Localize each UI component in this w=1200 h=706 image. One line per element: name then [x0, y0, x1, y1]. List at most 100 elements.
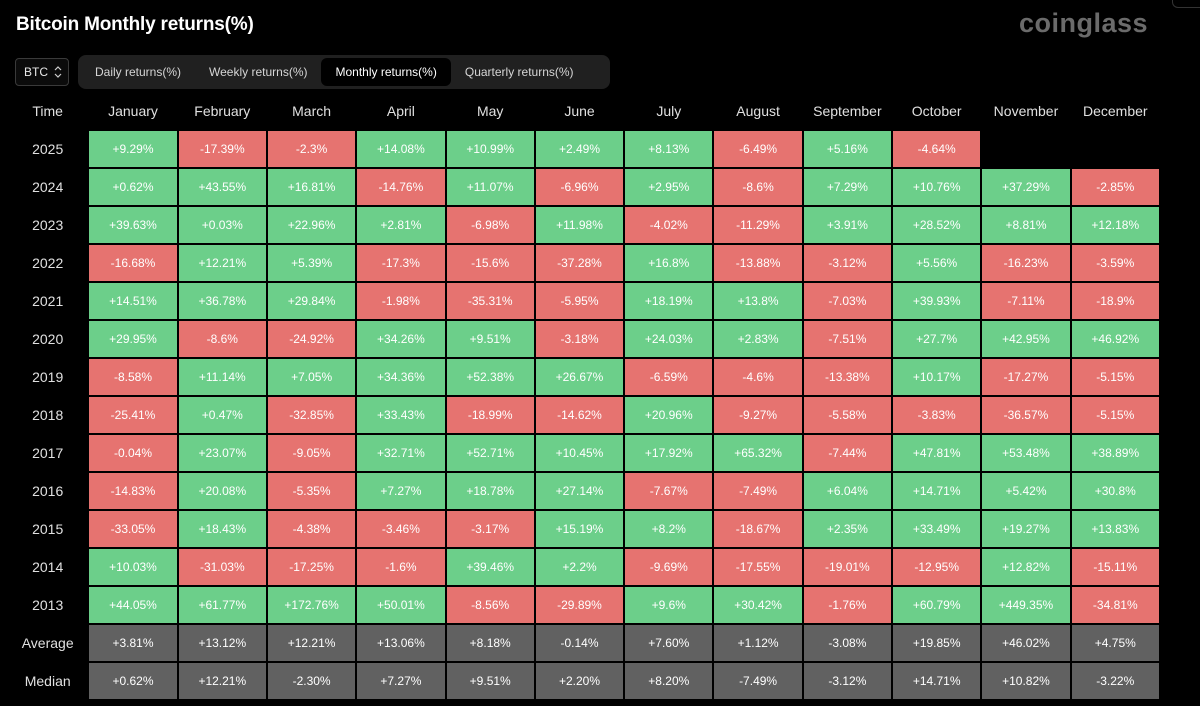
return-cell[interactable]: -7.03% — [803, 283, 892, 319]
return-cell[interactable]: -3.46% — [357, 511, 445, 547]
return-cell[interactable]: -5.95% — [535, 283, 624, 319]
return-cell[interactable]: -0.04% — [89, 435, 177, 471]
return-cell[interactable]: +18.19% — [625, 283, 713, 319]
return-cell[interactable]: +39.93% — [893, 283, 981, 319]
return-cell[interactable]: -29.89% — [535, 587, 624, 623]
return-cell[interactable]: +13.8% — [714, 283, 802, 319]
return-cell[interactable]: +8.2% — [625, 511, 713, 547]
return-cell[interactable]: -8.6% — [714, 169, 802, 205]
return-cell[interactable]: +19.27% — [982, 511, 1070, 547]
return-cell[interactable]: +5.42% — [982, 473, 1070, 509]
return-cell[interactable]: -8.6% — [178, 321, 266, 357]
return-cell[interactable]: +29.84% — [267, 283, 356, 319]
return-cell[interactable]: +12.82% — [982, 549, 1070, 585]
return-cell[interactable]: -1.6% — [357, 549, 445, 585]
return-cell[interactable]: -5.35% — [267, 473, 356, 509]
average-cell[interactable]: +13.06% — [357, 625, 445, 661]
return-cell[interactable]: +5.16% — [803, 131, 892, 167]
return-cell[interactable]: -7.44% — [803, 435, 892, 471]
return-cell[interactable]: +2.35% — [803, 511, 892, 547]
return-cell[interactable]: -6.98% — [446, 207, 534, 243]
return-cell[interactable]: +0.62% — [89, 169, 177, 205]
return-cell[interactable]: +7.05% — [267, 359, 356, 395]
return-cell[interactable]: -1.76% — [803, 587, 892, 623]
return-cell[interactable]: -15.6% — [446, 245, 534, 281]
return-cell[interactable]: -3.59% — [1071, 245, 1159, 281]
corner-tab[interactable] — [1172, 0, 1200, 8]
return-cell[interactable]: +32.71% — [357, 435, 445, 471]
return-cell[interactable]: +50.01% — [357, 587, 445, 623]
return-cell[interactable]: -3.83% — [893, 397, 981, 433]
return-cell[interactable]: +2.49% — [535, 131, 624, 167]
return-cell[interactable]: +61.77% — [178, 587, 266, 623]
return-cell[interactable]: +20.96% — [625, 397, 713, 433]
median-cell[interactable]: +12.21% — [178, 663, 266, 699]
return-cell[interactable]: +33.43% — [357, 397, 445, 433]
return-cell[interactable]: +18.43% — [178, 511, 266, 547]
tab-quarterly-returns[interactable]: Quarterly returns(%) — [464, 65, 574, 79]
return-cell[interactable]: +12.21% — [178, 245, 266, 281]
average-cell[interactable]: +1.12% — [714, 625, 802, 661]
return-cell[interactable]: +20.08% — [178, 473, 266, 509]
return-cell[interactable]: +14.08% — [357, 131, 445, 167]
return-cell[interactable]: -24.92% — [267, 321, 356, 357]
return-cell[interactable]: -18.99% — [446, 397, 534, 433]
average-cell[interactable]: +13.12% — [178, 625, 266, 661]
median-cell[interactable]: -7.49% — [714, 663, 802, 699]
return-cell[interactable]: +10.17% — [893, 359, 981, 395]
return-cell[interactable]: +27.14% — [535, 473, 624, 509]
return-cell[interactable]: +7.29% — [803, 169, 892, 205]
return-cell[interactable]: +9.29% — [89, 131, 177, 167]
return-cell[interactable]: -7.67% — [625, 473, 713, 509]
return-cell[interactable]: -3.12% — [803, 245, 892, 281]
median-cell[interactable]: -3.22% — [1071, 663, 1159, 699]
return-cell[interactable]: +0.03% — [178, 207, 266, 243]
return-cell[interactable]: -11.29% — [714, 207, 802, 243]
return-cell[interactable]: -8.56% — [446, 587, 534, 623]
median-cell[interactable]: +14.71% — [893, 663, 981, 699]
return-cell[interactable]: -14.83% — [89, 473, 177, 509]
return-cell[interactable]: +9.51% — [446, 321, 534, 357]
return-cell[interactable]: +30.42% — [714, 587, 802, 623]
return-cell[interactable]: +27.7% — [893, 321, 981, 357]
return-cell[interactable]: -8.58% — [89, 359, 177, 395]
average-cell[interactable]: +46.02% — [982, 625, 1070, 661]
tab-daily-returns[interactable]: Daily returns(%) — [95, 65, 182, 79]
return-cell[interactable]: -12.95% — [893, 549, 981, 585]
return-cell[interactable]: +6.04% — [803, 473, 892, 509]
return-cell[interactable]: +2.81% — [357, 207, 445, 243]
average-cell[interactable]: +19.85% — [893, 625, 981, 661]
return-cell[interactable]: -4.6% — [714, 359, 802, 395]
median-cell[interactable]: +9.51% — [446, 663, 534, 699]
return-cell[interactable]: -16.23% — [982, 245, 1070, 281]
return-cell[interactable]: +10.45% — [535, 435, 624, 471]
return-cell[interactable]: -37.28% — [535, 245, 624, 281]
return-cell[interactable]: +16.81% — [267, 169, 356, 205]
return-cell[interactable]: +37.29% — [982, 169, 1070, 205]
return-cell[interactable]: -18.9% — [1071, 283, 1159, 319]
return-cell[interactable]: +11.07% — [446, 169, 534, 205]
return-cell[interactable]: -7.11% — [982, 283, 1070, 319]
return-cell[interactable]: -15.11% — [1071, 549, 1159, 585]
return-cell[interactable]: -17.3% — [357, 245, 445, 281]
return-cell[interactable]: +9.6% — [625, 587, 713, 623]
average-cell[interactable]: +8.18% — [446, 625, 534, 661]
return-cell[interactable]: +24.03% — [625, 321, 713, 357]
average-cell[interactable]: -0.14% — [535, 625, 624, 661]
return-cell[interactable]: +34.36% — [357, 359, 445, 395]
return-cell[interactable]: -33.05% — [89, 511, 177, 547]
return-cell[interactable]: +2.95% — [625, 169, 713, 205]
return-cell[interactable]: +44.05% — [89, 587, 177, 623]
return-cell[interactable]: -5.15% — [1071, 397, 1159, 433]
return-cell[interactable]: +34.26% — [357, 321, 445, 357]
return-cell[interactable]: +3.91% — [803, 207, 892, 243]
return-cell[interactable]: -6.49% — [714, 131, 802, 167]
return-cell[interactable]: -4.02% — [625, 207, 713, 243]
return-cell[interactable]: +28.52% — [893, 207, 981, 243]
return-cell[interactable]: +8.81% — [982, 207, 1070, 243]
return-cell[interactable]: +2.83% — [714, 321, 802, 357]
return-cell[interactable]: +47.81% — [893, 435, 981, 471]
return-cell[interactable]: -18.67% — [714, 511, 802, 547]
return-cell[interactable]: +36.78% — [178, 283, 266, 319]
average-cell[interactable]: -3.08% — [803, 625, 892, 661]
